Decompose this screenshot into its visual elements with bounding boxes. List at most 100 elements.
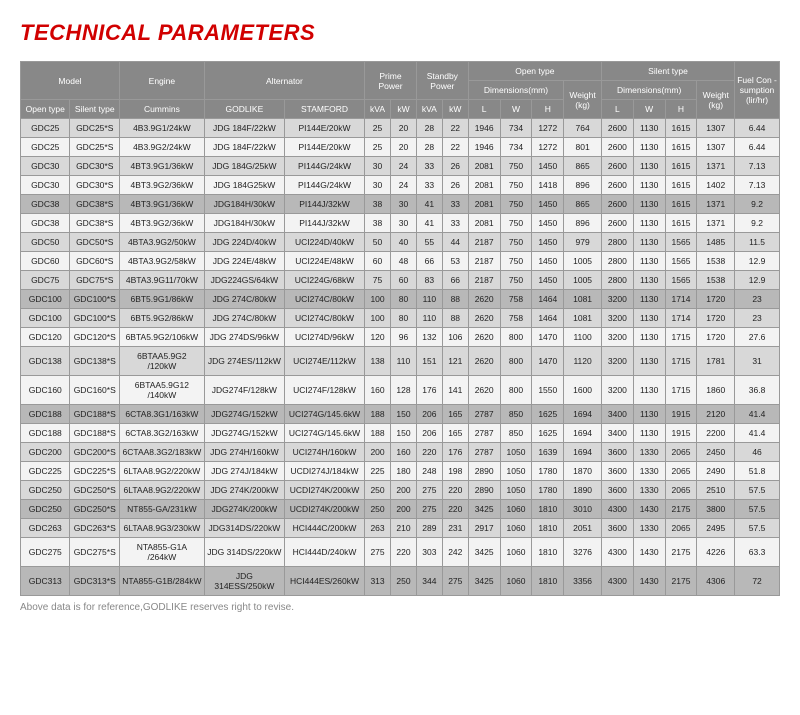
table-cell: 4300 bbox=[601, 538, 633, 567]
table-cell: 1538 bbox=[697, 252, 735, 271]
table-cell: 242 bbox=[442, 538, 468, 567]
table-cell: 33 bbox=[416, 157, 442, 176]
table-cell: 2065 bbox=[665, 481, 697, 500]
table-cell: 3400 bbox=[601, 405, 633, 424]
table-cell: 11.5 bbox=[735, 233, 780, 252]
table-cell: 1081 bbox=[564, 309, 602, 328]
table-cell: GDC30 bbox=[21, 176, 70, 195]
table-cell: 1780 bbox=[532, 462, 564, 481]
table-cell: HCI444D/240kW bbox=[284, 538, 364, 567]
hdr-kw2: kW bbox=[442, 100, 468, 119]
table-cell: 1050 bbox=[500, 481, 532, 500]
hdr-open-type: Open type bbox=[21, 100, 70, 119]
table-cell: 9.2 bbox=[735, 214, 780, 233]
table-cell: 896 bbox=[564, 176, 602, 195]
table-cell: 1130 bbox=[633, 328, 665, 347]
table-cell: 100 bbox=[365, 290, 391, 309]
table-cell: 734 bbox=[500, 138, 532, 157]
table-cell: 3276 bbox=[564, 538, 602, 567]
table-cell: UCI274E/112kW bbox=[284, 347, 364, 376]
table-cell: 344 bbox=[416, 567, 442, 596]
table-cell: GDC160 bbox=[21, 376, 70, 405]
table-cell: HCI444ES/260kW bbox=[284, 567, 364, 596]
table-cell: 165 bbox=[442, 424, 468, 443]
table-cell: JDG 274H/160kW bbox=[204, 443, 284, 462]
table-cell: 1464 bbox=[532, 290, 564, 309]
table-row: GDC250GDC250*SNT855-GA/231kWJDG274K/200k… bbox=[21, 500, 780, 519]
table-cell: 2620 bbox=[468, 290, 500, 309]
table-cell: 2081 bbox=[468, 195, 500, 214]
table-cell: 1720 bbox=[697, 290, 735, 309]
table-cell: UCDI274J/184kW bbox=[284, 462, 364, 481]
table-cell: 2620 bbox=[468, 376, 500, 405]
table-cell: 750 bbox=[500, 252, 532, 271]
table-cell: GDC100*S bbox=[70, 309, 119, 328]
table-cell: 26 bbox=[442, 176, 468, 195]
table-cell: GDC120 bbox=[21, 328, 70, 347]
hdr-L2: L bbox=[601, 100, 633, 119]
table-cell: 313 bbox=[365, 567, 391, 596]
table-cell: 2065 bbox=[665, 462, 697, 481]
table-cell: JDG274F/128kW bbox=[204, 376, 284, 405]
table-cell: 66 bbox=[416, 252, 442, 271]
table-cell: 275 bbox=[416, 481, 442, 500]
table-cell: 40 bbox=[391, 233, 417, 252]
footnote: Above data is for reference,GODLIKE rese… bbox=[20, 602, 780, 613]
table-cell: 2187 bbox=[468, 233, 500, 252]
table-cell: 57.5 bbox=[735, 481, 780, 500]
table-cell: GDC250*S bbox=[70, 481, 119, 500]
table-cell: 63.3 bbox=[735, 538, 780, 567]
hdr-weight-open: Weight (kg) bbox=[564, 81, 602, 119]
table-cell: JDG 314DS/220kW bbox=[204, 538, 284, 567]
table-cell: 1330 bbox=[633, 462, 665, 481]
table-cell: 57.5 bbox=[735, 519, 780, 538]
table-cell: 6.44 bbox=[735, 119, 780, 138]
table-cell: GDC250 bbox=[21, 481, 70, 500]
table-cell: 1307 bbox=[697, 138, 735, 157]
hdr-group-silent: Silent type bbox=[601, 62, 734, 81]
table-cell: 800 bbox=[500, 347, 532, 376]
table-cell: 896 bbox=[564, 214, 602, 233]
table-cell: 1272 bbox=[532, 119, 564, 138]
table-cell: 1470 bbox=[532, 328, 564, 347]
table-cell: GDC60 bbox=[21, 252, 70, 271]
table-cell: GDC50 bbox=[21, 233, 70, 252]
table-cell: 23 bbox=[735, 309, 780, 328]
table-row: GDC250GDC250*S6LTAA8.9G2/220kWJDG 274K/2… bbox=[21, 481, 780, 500]
table-cell: 210 bbox=[391, 519, 417, 538]
table-cell: 3600 bbox=[601, 519, 633, 538]
table-cell: 3010 bbox=[564, 500, 602, 519]
table-cell: 4BTA3.9G2/58kW bbox=[119, 252, 204, 271]
table-cell: 800 bbox=[500, 328, 532, 347]
hdr-stamford: STAMFORD bbox=[284, 100, 364, 119]
table-cell: 1538 bbox=[697, 271, 735, 290]
table-cell: 1130 bbox=[633, 157, 665, 176]
table-cell: 1402 bbox=[697, 176, 735, 195]
table-cell: 1639 bbox=[532, 443, 564, 462]
table-cell: 2620 bbox=[468, 309, 500, 328]
table-body: GDC25GDC25*S4B3.9G1/24kWJDG 184F/22kWPI1… bbox=[21, 119, 780, 596]
table-cell: JDG224GS/64kW bbox=[204, 271, 284, 290]
table-cell: 1565 bbox=[665, 271, 697, 290]
table-cell: UCI274G/145.6kW bbox=[284, 424, 364, 443]
table-cell: 1330 bbox=[633, 481, 665, 500]
table-cell: 3356 bbox=[564, 567, 602, 596]
table-cell: 1615 bbox=[665, 157, 697, 176]
table-cell: 1780 bbox=[532, 481, 564, 500]
table-cell: 1450 bbox=[532, 271, 564, 290]
table-cell: 24 bbox=[391, 176, 417, 195]
hdr-prime: Prime Power bbox=[365, 62, 417, 100]
table-cell: 1130 bbox=[633, 309, 665, 328]
table-row: GDC30GDC30*S4BT3.9G1/36kWJDG 184G/25kWPI… bbox=[21, 157, 780, 176]
table-cell: 30 bbox=[365, 157, 391, 176]
table-cell: GDC120*S bbox=[70, 328, 119, 347]
table-cell: UCI274G/145.6kW bbox=[284, 405, 364, 424]
table-cell: UCI224G/68kW bbox=[284, 271, 364, 290]
table-cell: JDG 274C/80kW bbox=[204, 290, 284, 309]
table-cell: 850 bbox=[500, 405, 532, 424]
table-cell: 275 bbox=[442, 567, 468, 596]
table-cell: 1715 bbox=[665, 347, 697, 376]
table-cell: 12.9 bbox=[735, 252, 780, 271]
table-cell: 33 bbox=[442, 214, 468, 233]
table-cell: GDC25 bbox=[21, 119, 70, 138]
